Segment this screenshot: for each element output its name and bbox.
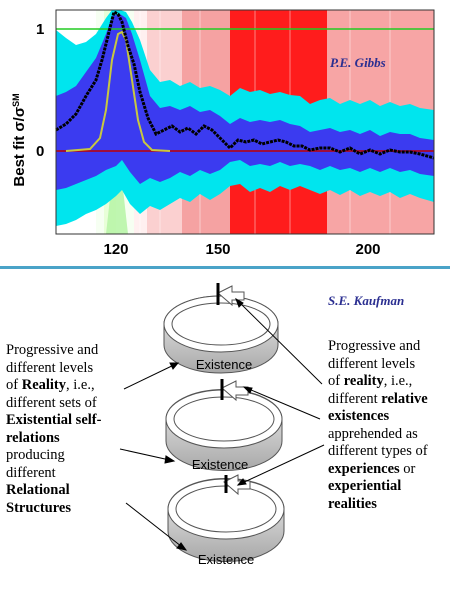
right-text-line: realities xyxy=(328,496,448,514)
left-pointers xyxy=(119,362,188,551)
ring-middle-label: Existence xyxy=(192,457,248,472)
right-text-segment: relative xyxy=(381,390,428,407)
right-text-segment: Progressive and xyxy=(328,338,421,354)
left-text-segment: different sets of xyxy=(6,394,97,411)
plot-author: P.E. Gibbs xyxy=(330,55,386,70)
left-text-line: of Reality, i.e., xyxy=(6,377,146,395)
left-text-segment: of xyxy=(6,377,22,393)
right-text-segment: experiences xyxy=(328,460,400,477)
x-tick-120: 120 xyxy=(103,241,128,258)
left-text-line: Existential self- xyxy=(6,412,146,430)
x-tick-200: 200 xyxy=(355,241,380,258)
y-tick-1: 1 xyxy=(36,21,44,38)
right-text-segment: different levels xyxy=(328,355,416,372)
ring-top-label: Existence xyxy=(196,357,252,372)
right-text-segment: or xyxy=(399,460,416,477)
right-text-segment: of xyxy=(328,373,344,389)
left-text-segment: different levels xyxy=(6,359,94,376)
ring-middle: Existence xyxy=(165,379,283,472)
existence-rings-diagram: S.E. Kaufman Existence Existence Existen… xyxy=(119,283,404,567)
right-text-segment: different types of xyxy=(328,443,428,459)
left-text-line: relations xyxy=(6,430,146,448)
right-text-segment: different xyxy=(328,390,382,407)
exclusion-plot: Best fit σ/σSM 1 0 120 150 200 P.E. Gibb… xyxy=(11,9,435,258)
ring-bottom: Existence xyxy=(167,474,285,567)
y-axis-label: Best fit σ/σSM xyxy=(11,93,28,186)
left-text-line: producing xyxy=(6,447,146,465)
left-text-segment: Reality xyxy=(21,377,67,393)
ring-top: Existence xyxy=(163,283,279,374)
y-tick-0: 0 xyxy=(36,143,44,160)
inner-band xyxy=(56,14,434,190)
right-text-segment: apprehended as xyxy=(328,425,418,442)
right-text-segment: experiential xyxy=(328,478,402,494)
right-pointers xyxy=(235,297,325,486)
diagram-author: S.E. Kaufman xyxy=(328,293,404,308)
plot-frame xyxy=(55,9,435,235)
left-text-line: different sets of xyxy=(6,395,146,413)
left-text-segment: , i.e., xyxy=(66,377,95,393)
right-text-line: different types of xyxy=(328,443,448,461)
right-text-line: of reality, i.e., xyxy=(328,373,448,391)
left-text-line: Structures xyxy=(6,500,146,518)
x-tick-150: 150 xyxy=(205,241,230,258)
right-text-line: different relative xyxy=(328,391,448,409)
right-description: Progressive and different levels of realit… xyxy=(328,338,448,513)
right-text-line: Progressive and xyxy=(328,338,448,356)
right-text-segment: existences xyxy=(328,408,390,424)
right-text-segment: reality xyxy=(343,373,384,389)
left-text-line: different levels xyxy=(6,360,146,378)
right-text-line: different levels xyxy=(328,356,448,374)
right-text-line: experiential xyxy=(328,478,448,496)
left-text-line: Relational xyxy=(6,482,146,500)
y-axis-label-main: Best fit σ/σ xyxy=(11,107,28,187)
signal-curve xyxy=(65,30,171,152)
left-text-segment: Progressive and xyxy=(6,342,99,358)
right-text-segment: realities xyxy=(328,495,377,512)
section-divider xyxy=(0,266,450,269)
left-text-segment: relations xyxy=(6,429,60,446)
left-text-segment: Relational xyxy=(6,482,70,498)
left-text-segment: Existential self- xyxy=(6,412,102,428)
left-text-segment: different xyxy=(6,464,56,481)
right-text-line: experiences or xyxy=(328,461,448,479)
left-text-segment: Structures xyxy=(6,499,71,516)
right-text-segment: , i.e., xyxy=(383,373,413,389)
left-text-line: Progressive and xyxy=(6,342,146,360)
ring-bottom-label: Existence xyxy=(198,552,254,567)
left-description: Progressive and different levels of Realit… xyxy=(6,342,146,517)
y-axis-label-sup: SM xyxy=(11,93,21,107)
left-text-segment: producing xyxy=(6,447,65,463)
right-text-line: apprehended as xyxy=(328,426,448,444)
left-text-line: different xyxy=(6,465,146,483)
best-fit-line xyxy=(55,9,435,160)
right-text-line: existences xyxy=(328,408,448,426)
